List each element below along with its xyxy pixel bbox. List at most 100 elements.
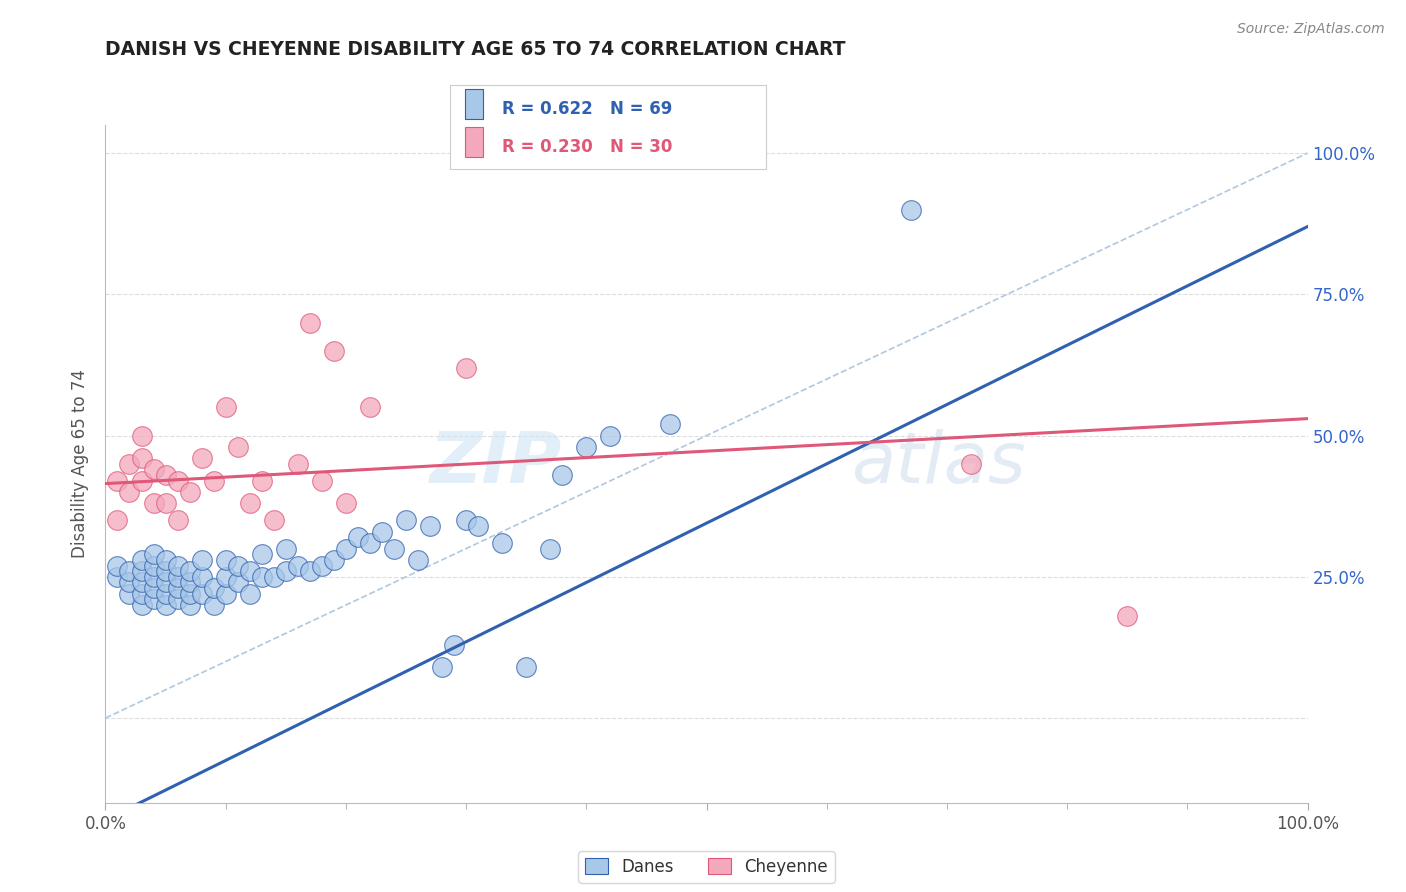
Point bbox=[214, 587, 236, 601]
Point bbox=[166, 474, 188, 488]
Point bbox=[226, 558, 249, 573]
Point bbox=[142, 547, 165, 561]
Point bbox=[226, 575, 249, 590]
Point bbox=[359, 401, 381, 415]
Point bbox=[239, 564, 262, 578]
Point bbox=[538, 541, 561, 556]
Point bbox=[166, 570, 188, 584]
Point bbox=[575, 440, 598, 454]
Point bbox=[274, 541, 297, 556]
Point bbox=[202, 598, 225, 612]
Point bbox=[118, 587, 141, 601]
Point bbox=[274, 564, 297, 578]
Point bbox=[371, 524, 394, 539]
Point bbox=[190, 570, 212, 584]
Point bbox=[382, 541, 405, 556]
Point bbox=[107, 570, 129, 584]
Point bbox=[131, 587, 153, 601]
Point bbox=[155, 598, 177, 612]
Point bbox=[214, 570, 236, 584]
Point bbox=[142, 592, 165, 607]
Point bbox=[179, 587, 201, 601]
Point bbox=[335, 496, 357, 510]
Y-axis label: Disability Age 65 to 74: Disability Age 65 to 74 bbox=[72, 369, 90, 558]
Point bbox=[263, 513, 285, 527]
Point bbox=[250, 474, 273, 488]
Point bbox=[190, 553, 212, 567]
Point bbox=[155, 496, 177, 510]
Point bbox=[250, 570, 273, 584]
Point bbox=[419, 519, 441, 533]
Point bbox=[155, 564, 177, 578]
Point bbox=[659, 417, 682, 432]
Point bbox=[226, 440, 249, 454]
Point bbox=[155, 468, 177, 483]
Point bbox=[214, 553, 236, 567]
Point bbox=[179, 485, 201, 500]
Point bbox=[131, 451, 153, 466]
Text: R = 0.622   N = 69: R = 0.622 N = 69 bbox=[502, 100, 672, 118]
Point bbox=[443, 638, 465, 652]
Point bbox=[239, 587, 262, 601]
Point bbox=[131, 564, 153, 578]
Point bbox=[131, 474, 153, 488]
Point bbox=[491, 536, 513, 550]
Point bbox=[322, 343, 344, 358]
Point bbox=[1116, 609, 1139, 624]
Point bbox=[131, 428, 153, 442]
Point bbox=[118, 457, 141, 471]
Point bbox=[155, 575, 177, 590]
Point bbox=[239, 496, 262, 510]
Text: ZIP: ZIP bbox=[430, 429, 562, 499]
Point bbox=[900, 202, 922, 217]
Point bbox=[287, 558, 309, 573]
Point bbox=[430, 660, 453, 674]
Text: atlas: atlas bbox=[851, 429, 1025, 499]
Point bbox=[118, 575, 141, 590]
Point bbox=[190, 587, 212, 601]
Point bbox=[131, 598, 153, 612]
Point bbox=[179, 598, 201, 612]
Point bbox=[155, 587, 177, 601]
Point bbox=[263, 570, 285, 584]
Point bbox=[107, 558, 129, 573]
Point bbox=[359, 536, 381, 550]
Point bbox=[142, 581, 165, 595]
Point bbox=[454, 513, 477, 527]
Point bbox=[454, 360, 477, 375]
Point bbox=[118, 564, 141, 578]
Point bbox=[107, 474, 129, 488]
Point bbox=[406, 553, 429, 567]
Point bbox=[166, 558, 188, 573]
Text: Source: ZipAtlas.com: Source: ZipAtlas.com bbox=[1237, 22, 1385, 37]
Point bbox=[166, 581, 188, 595]
Point bbox=[395, 513, 418, 527]
Point bbox=[142, 570, 165, 584]
Point bbox=[322, 553, 344, 567]
Text: R = 0.230   N = 30: R = 0.230 N = 30 bbox=[502, 138, 672, 156]
Point bbox=[142, 462, 165, 476]
Point bbox=[311, 558, 333, 573]
Legend: Danes, Cheyenne: Danes, Cheyenne bbox=[578, 851, 835, 882]
Point bbox=[551, 468, 574, 483]
Point bbox=[347, 530, 370, 544]
Text: DANISH VS CHEYENNE DISABILITY AGE 65 TO 74 CORRELATION CHART: DANISH VS CHEYENNE DISABILITY AGE 65 TO … bbox=[105, 40, 846, 59]
Point bbox=[131, 553, 153, 567]
Point bbox=[107, 513, 129, 527]
Point bbox=[166, 592, 188, 607]
Point bbox=[190, 451, 212, 466]
Point bbox=[298, 564, 321, 578]
Point bbox=[179, 575, 201, 590]
Point bbox=[250, 547, 273, 561]
Point bbox=[155, 553, 177, 567]
Point bbox=[202, 581, 225, 595]
Point bbox=[311, 474, 333, 488]
Point bbox=[179, 564, 201, 578]
Point bbox=[298, 316, 321, 330]
Point bbox=[599, 428, 621, 442]
Point bbox=[287, 457, 309, 471]
Point bbox=[515, 660, 537, 674]
Point bbox=[467, 519, 489, 533]
Point bbox=[166, 513, 188, 527]
Point bbox=[142, 496, 165, 510]
